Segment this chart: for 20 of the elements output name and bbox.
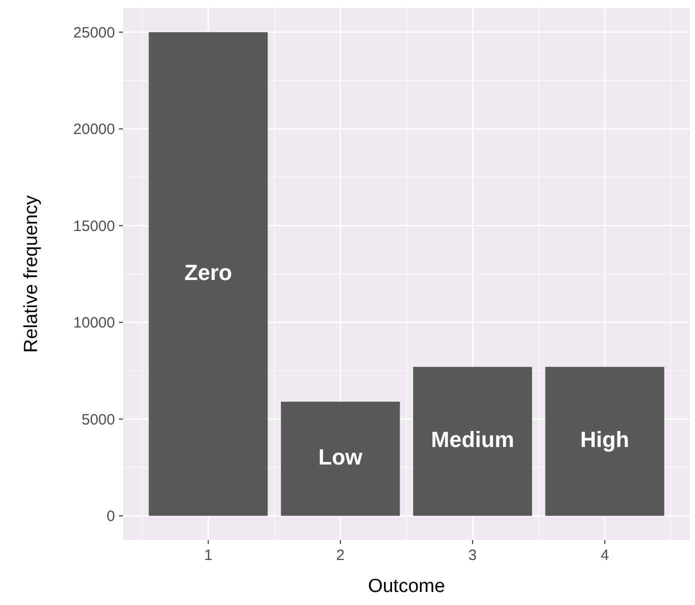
- x-tick-label: 3: [468, 547, 477, 564]
- x-tick-label: 2: [336, 547, 345, 564]
- annotation: Medium: [431, 427, 514, 452]
- bar: [148, 32, 268, 516]
- annotation: Zero: [184, 260, 232, 285]
- x-axis-title: Outcome: [368, 576, 446, 597]
- x-tick-label: 1: [204, 547, 212, 564]
- y-tick-label: 20000: [73, 121, 115, 138]
- y-tick-label: 25000: [73, 24, 115, 42]
- y-tick-label: 0: [106, 508, 115, 526]
- bar: [413, 366, 532, 516]
- y-tick-label: 5000: [82, 411, 115, 428]
- y-tick-label: 10000: [73, 314, 115, 332]
- x-tick-label: 4: [600, 547, 609, 564]
- annotation: High: [580, 427, 630, 452]
- y-tick-label: 15000: [73, 218, 115, 235]
- bar: [545, 366, 664, 516]
- y-axis-title: Relative frequency: [21, 194, 42, 353]
- bar: [280, 402, 400, 516]
- annotation: Low: [318, 444, 364, 470]
